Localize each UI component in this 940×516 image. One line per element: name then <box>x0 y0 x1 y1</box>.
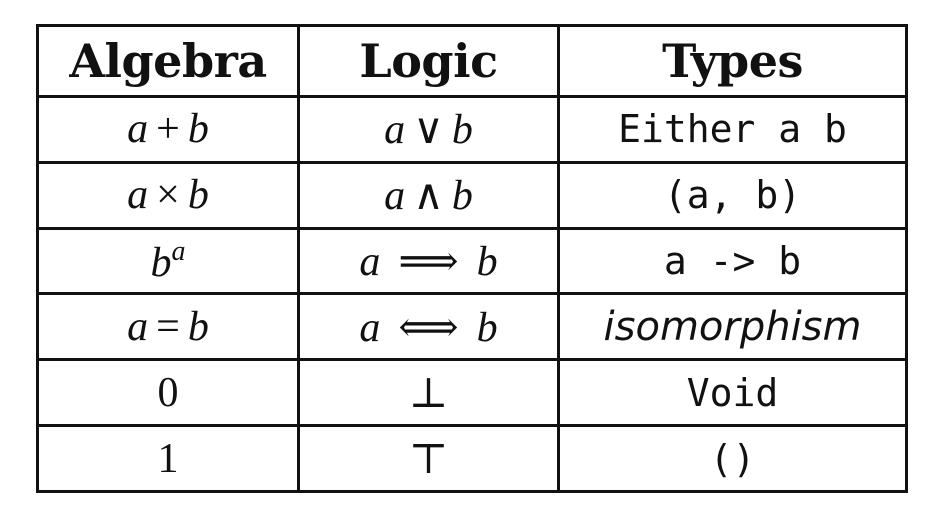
logic-operator: ⟺ <box>398 304 459 351</box>
logic-var-a: a <box>359 239 381 286</box>
table-row: a = b a ⟺ b isomorphism <box>36 292 908 362</box>
algebra-cell: 0 <box>36 358 300 428</box>
algebra-base: b <box>150 239 172 286</box>
table-row: ba a ⟹ b a -> b <box>36 226 908 296</box>
algebra-var-a: a <box>127 106 149 153</box>
logic-cell: a ∨ b <box>297 94 560 164</box>
algebra-var-b: b <box>187 172 209 219</box>
algebra-cell: 1 <box>36 424 300 493</box>
types-cell: () <box>557 424 908 493</box>
algebra-cell: a × b <box>36 160 300 230</box>
algebra-operator: + <box>156 106 180 153</box>
types-cell: (a, b) <box>557 160 908 230</box>
algebra-var-b: b <box>187 106 209 153</box>
algebra-cell: a = b <box>36 292 300 362</box>
logic-cell: ⊥ <box>297 358 560 428</box>
logic-var-a: a <box>384 173 406 220</box>
logic-operator: ⟹ <box>398 239 459 286</box>
algebra-operator: = <box>156 303 180 350</box>
logic-operator: ∨ <box>413 107 444 154</box>
algebra-var-a: a <box>127 303 149 350</box>
logic-cell: a ∧ b <box>297 160 560 230</box>
logic-cell: a ⟺ b <box>297 292 560 362</box>
table-row: 0 ⊥ Void <box>36 358 908 428</box>
algebra-operator: × <box>156 172 180 219</box>
algebra-cell: a + b <box>36 94 300 164</box>
logic-var-a: a <box>359 304 381 351</box>
logic-operator: ∧ <box>413 173 444 220</box>
algebra-exponent: a <box>171 235 186 267</box>
logic-var-b: b <box>476 304 498 351</box>
logic-var-b: b <box>476 239 498 286</box>
header-logic: Logic <box>297 24 560 98</box>
logic-var-a: a <box>384 107 406 154</box>
types-cell: isomorphism <box>557 292 908 362</box>
types-cell: Either a b <box>557 94 908 164</box>
logic-var-b: b <box>451 173 473 220</box>
logic-var-b: b <box>451 107 473 154</box>
logic-cell: a ⟹ b <box>297 226 560 296</box>
types-cell: Void <box>557 358 908 428</box>
header-row: Algebra Logic Types <box>36 24 908 98</box>
table-row: 1 ⊤ () <box>36 424 908 493</box>
algebra-cell: ba <box>36 226 300 296</box>
header-algebra: Algebra <box>36 24 300 98</box>
header-types: Types <box>557 24 908 98</box>
algebra-var-a: a <box>127 172 149 219</box>
correspondence-table: Algebra Logic Types a + b a ∨ b Either a b a… <box>36 24 908 493</box>
types-cell: a -> b <box>557 226 908 296</box>
table-row: a × b a ∧ b (a, b) <box>36 160 908 230</box>
logic-cell: ⊤ <box>297 424 560 493</box>
algebra-var-b: b <box>187 303 209 350</box>
table-row: a + b a ∨ b Either a b <box>36 94 908 164</box>
